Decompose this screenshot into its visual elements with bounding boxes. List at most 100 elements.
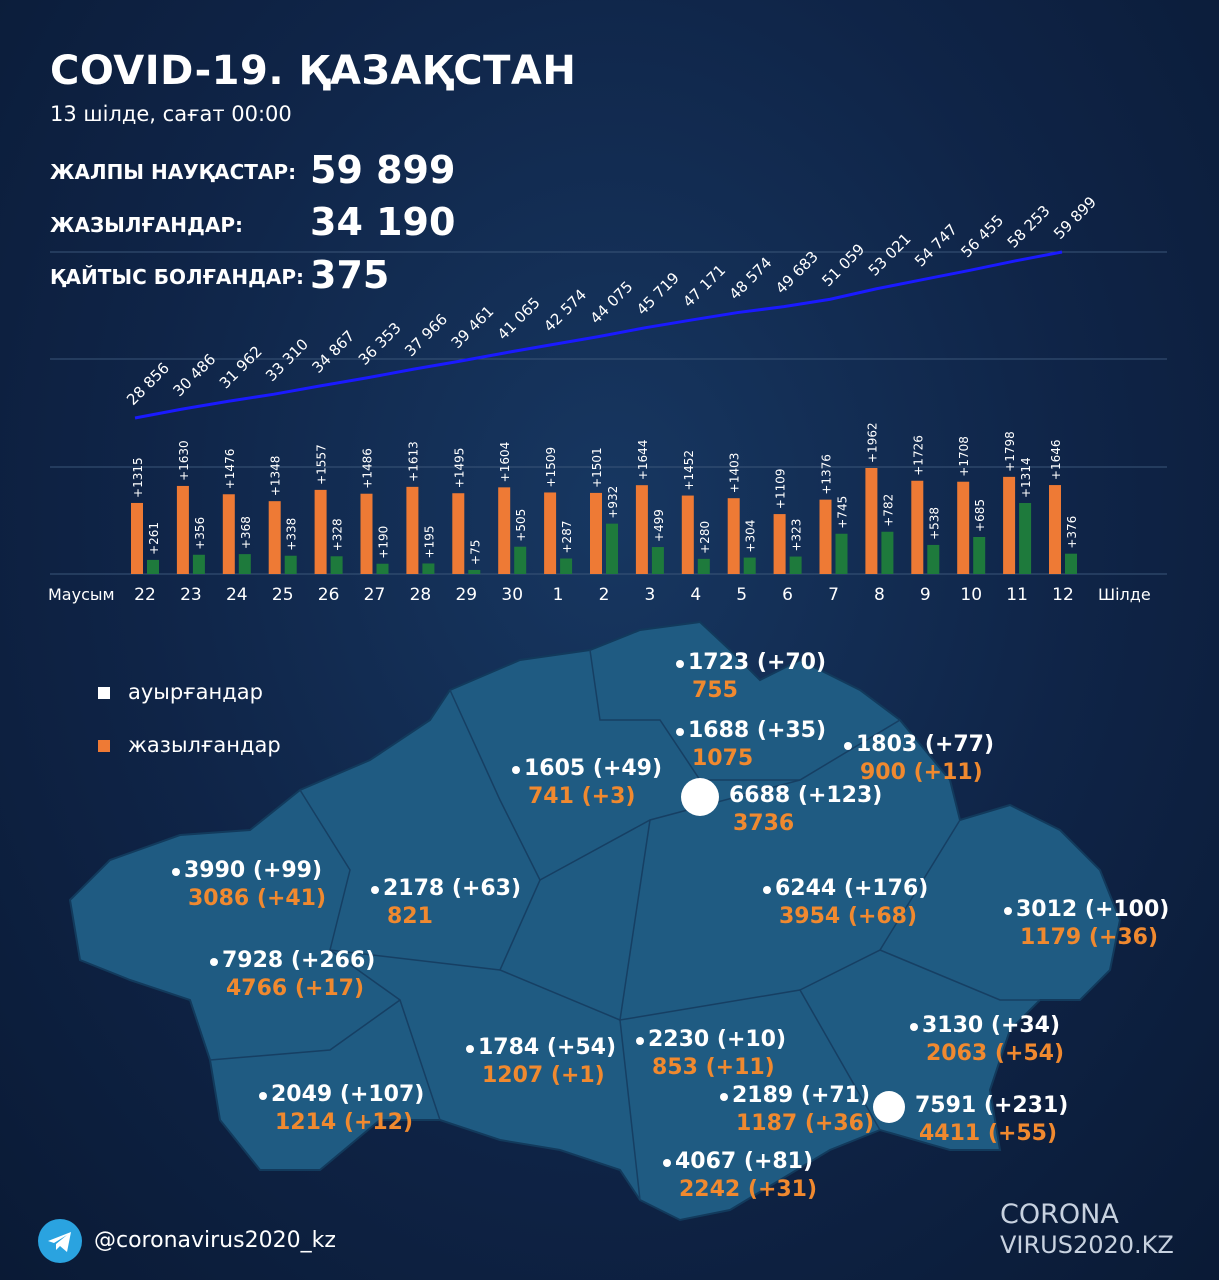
recovered-bar-label: +328 [331, 518, 345, 551]
recovered-bar [697, 558, 710, 574]
region-recovered: 4411 (+55) [919, 1121, 1058, 1146]
month-label-start: Маусым [48, 585, 115, 604]
cases-bar-label: +1501 [590, 447, 604, 488]
recovered-bar [560, 558, 573, 574]
brand-logo: CORONA VIRUS2020.KZ [1000, 1200, 1174, 1260]
cases-bar-label: +1798 [1003, 431, 1017, 472]
cases-bar-label: +1315 [131, 457, 145, 498]
legend-recovered-label: жазылғандар [128, 733, 281, 757]
recovered-bar-label: +190 [377, 526, 391, 559]
region-recovered: 900 (+11) [860, 760, 983, 785]
telegram-icon[interactable] [38, 1219, 82, 1263]
cases-bar-label: +1708 [957, 436, 971, 477]
cases-bar [1049, 485, 1061, 574]
region-marker [676, 728, 684, 736]
recovered-bar-label: +195 [422, 525, 436, 558]
x-tick-label: 25 [272, 585, 294, 605]
cases-bar [131, 502, 143, 574]
region-marker [210, 958, 218, 966]
total-cases-label: 36 353 [355, 319, 405, 369]
total-cases-label: 53 021 [865, 230, 915, 280]
region-recovered: 1207 (+1) [482, 1063, 605, 1088]
recovered-bar [1019, 503, 1032, 574]
total-cases-label: 49 683 [772, 248, 822, 298]
cases-bar-label: +1109 [774, 468, 788, 509]
region-recovered: 1187 (+36) [736, 1111, 875, 1136]
map-shape [68, 620, 1122, 1222]
telegram-handle[interactable]: @coronavirus2020_kz [94, 1228, 336, 1253]
recovered-value: 34 190 [310, 200, 456, 244]
x-tick-label: 27 [364, 585, 386, 605]
total-cases-label: 33 310 [262, 335, 312, 385]
recovered-bar [514, 546, 527, 574]
total-cases-label: 48 574 [726, 254, 776, 304]
recovered-bar-label: +685 [973, 499, 987, 532]
region-marker [763, 886, 771, 894]
cases-bar [406, 486, 419, 574]
recovered-bar [927, 544, 940, 574]
total-cases-label: 44 075 [587, 278, 637, 328]
total-cases-label: 28 856 [123, 359, 173, 409]
recovered-bar-label: +356 [193, 517, 207, 550]
total-cases-label: 34 867 [309, 327, 359, 377]
x-tick-label: 7 [828, 585, 839, 605]
recovered-bar-label: +304 [744, 520, 758, 553]
logo-line-2: VIRUS2020.KZ [1000, 1231, 1174, 1259]
total-cases-label: 56 455 [957, 211, 1007, 261]
page-title: COVID-19. ҚАЗАҚСТАН [50, 48, 577, 94]
region-recovered: 3954 (+68) [779, 904, 918, 929]
recovered-label: ЖАЗЫЛҒАНДАР: [50, 213, 243, 237]
x-tick-label: 26 [318, 585, 340, 605]
x-tick-label: 30 [501, 585, 523, 605]
recovered-bar [422, 563, 435, 574]
region-marker [663, 1159, 671, 1167]
region-cases: 1723 (+70) [688, 650, 827, 675]
region-cases: 4067 (+81) [675, 1149, 814, 1174]
cases-bar-label: +1452 [682, 450, 696, 491]
region-recovered: 2063 (+54) [926, 1041, 1065, 1066]
recovered-bar [743, 557, 756, 574]
recovered-bar-label: +287 [560, 521, 574, 554]
cases-bar-label: +1509 [544, 447, 558, 488]
region-cases: 1688 (+35) [688, 718, 827, 743]
recovered-bar [468, 569, 481, 574]
region-cases: 3012 (+100) [1016, 897, 1170, 922]
region-recovered: 853 (+11) [652, 1055, 775, 1080]
x-tick-label: 29 [455, 585, 477, 605]
daily-chart: +1315+26122+1630+35623+1476+36824+1348+3… [48, 193, 1167, 605]
cases-bar [681, 495, 694, 574]
logo-line-1: CORONA [1000, 1199, 1119, 1230]
x-tick-label: 5 [736, 585, 747, 605]
recovered-bar [238, 554, 251, 574]
cases-bar [590, 492, 602, 574]
cases-bar [498, 487, 511, 574]
region-marker [720, 1093, 728, 1101]
region-cases: 2049 (+107) [271, 1082, 425, 1107]
x-tick-label: 12 [1052, 585, 1074, 605]
cases-bar [222, 494, 235, 574]
cases-bar [360, 493, 373, 574]
x-tick-label: 28 [410, 585, 432, 605]
cases-bar-label: +1476 [223, 449, 237, 490]
total-cases-label: 42 574 [540, 286, 590, 336]
cases-bar-label: +1348 [269, 456, 283, 497]
cases-bar [1003, 476, 1016, 574]
region-marker [466, 1045, 474, 1053]
region-recovered: 4766 (+17) [226, 976, 365, 1001]
cases-bar [865, 468, 878, 574]
region-recovered: 2242 (+31) [679, 1177, 818, 1202]
cases-bar-label: +1726 [911, 435, 925, 476]
cases-bar [773, 514, 786, 574]
cases-bar-label: +1644 [636, 440, 650, 481]
region-cases: 6244 (+176) [775, 876, 929, 901]
region-recovered: 755 [692, 678, 738, 703]
total-cases-label: 30 486 [169, 350, 219, 400]
region-recovered: 3736 [733, 811, 795, 836]
recovered-bar-label: +499 [652, 509, 666, 542]
recovered-bar [147, 559, 159, 574]
recovered-bar [651, 547, 664, 574]
recovered-bar [330, 556, 343, 574]
recovered-bar-label: +932 [606, 486, 620, 519]
recovered-bar [881, 531, 894, 574]
